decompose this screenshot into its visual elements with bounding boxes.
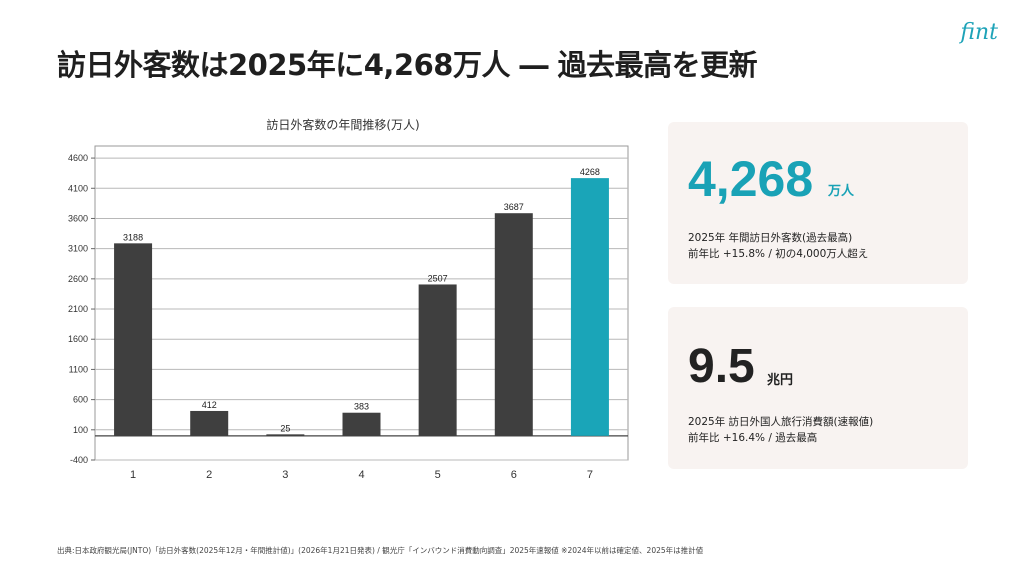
data-label: 3687 — [504, 202, 524, 212]
y-tick-label: 1100 — [69, 364, 88, 374]
x-tick-label: 1 — [130, 469, 136, 479]
y-tick-label: 3100 — [68, 244, 88, 254]
data-label: 412 — [202, 400, 217, 410]
spending-description: 2025年 訪日外国人旅行消費額(速報値) 前年比 +16.4% / 過去最高 — [688, 414, 873, 446]
bar — [418, 284, 457, 436]
x-tick-label: 5 — [435, 469, 441, 479]
bar — [494, 213, 533, 436]
visitor-count-description: 2025年 年間訪日外客数(過去最高) 前年比 +15.8% / 初の4,000… — [688, 230, 868, 262]
y-tick-label: 4600 — [68, 153, 88, 163]
visitor-stat-card: 4,268 万人 2025年 年間訪日外客数(過去最高) 前年比 +15.8% … — [668, 122, 968, 284]
source-note: 出典:日本政府観光局(JNTO)「訪日外客数(2025年12月・年間推計値)」(… — [57, 546, 704, 555]
visitor-count-unit: 万人 — [828, 184, 855, 199]
spending-stat-card: 9.5 兆円 2025年 訪日外国人旅行消費額(速報値) 前年比 +16.4% … — [668, 307, 968, 469]
y-tick-label: -400 — [70, 455, 88, 465]
data-label: 3188 — [123, 232, 143, 242]
y-tick-label: 100 — [73, 425, 88, 435]
bar — [342, 412, 381, 436]
visitor-bar-chart: -400100600110016002100260031003600410046… — [68, 145, 629, 479]
y-tick-label: 1600 — [68, 334, 88, 344]
page-title: 訪日外客数は2025年に4,268万人 ― 過去最高を更新 — [57, 48, 758, 82]
y-tick-label: 3600 — [68, 213, 88, 223]
y-tick-label: 2100 — [68, 304, 88, 314]
chart-title: 訪日外客数の年間推移(万人) — [266, 118, 420, 132]
visitor-count-value: 4,268 — [688, 151, 814, 207]
fint-logo: fint — [960, 20, 998, 45]
y-tick-label: 2600 — [68, 274, 88, 284]
data-label: 2507 — [428, 273, 448, 283]
x-tick-label: 4 — [358, 469, 364, 479]
spending-value: 9.5 — [688, 340, 755, 393]
bar — [266, 434, 305, 436]
x-tick-label: 2 — [206, 469, 212, 479]
spending-desc-line1: 2025年 訪日外国人旅行消費額(速報値) — [688, 416, 874, 428]
bar — [190, 410, 229, 436]
data-label: 4268 — [580, 167, 600, 177]
x-tick-label: 3 — [282, 469, 288, 479]
bar — [570, 178, 609, 436]
y-tick-label: 4100 — [68, 183, 88, 193]
spending-unit: 兆円 — [767, 373, 794, 388]
data-label: 383 — [354, 402, 369, 412]
bar — [114, 243, 153, 436]
y-tick-label: 600 — [73, 395, 88, 405]
data-label: 25 — [280, 423, 290, 433]
spending-desc-line2: 前年比 +16.4% / 過去最高 — [688, 432, 818, 444]
visitor-desc-line2: 前年比 +15.8% / 初の4,000万人超え — [688, 248, 869, 260]
x-tick-label: 7 — [587, 469, 593, 479]
x-tick-label: 6 — [511, 469, 517, 479]
visitor-desc-line1: 2025年 年間訪日外客数(過去最高) — [688, 232, 853, 244]
